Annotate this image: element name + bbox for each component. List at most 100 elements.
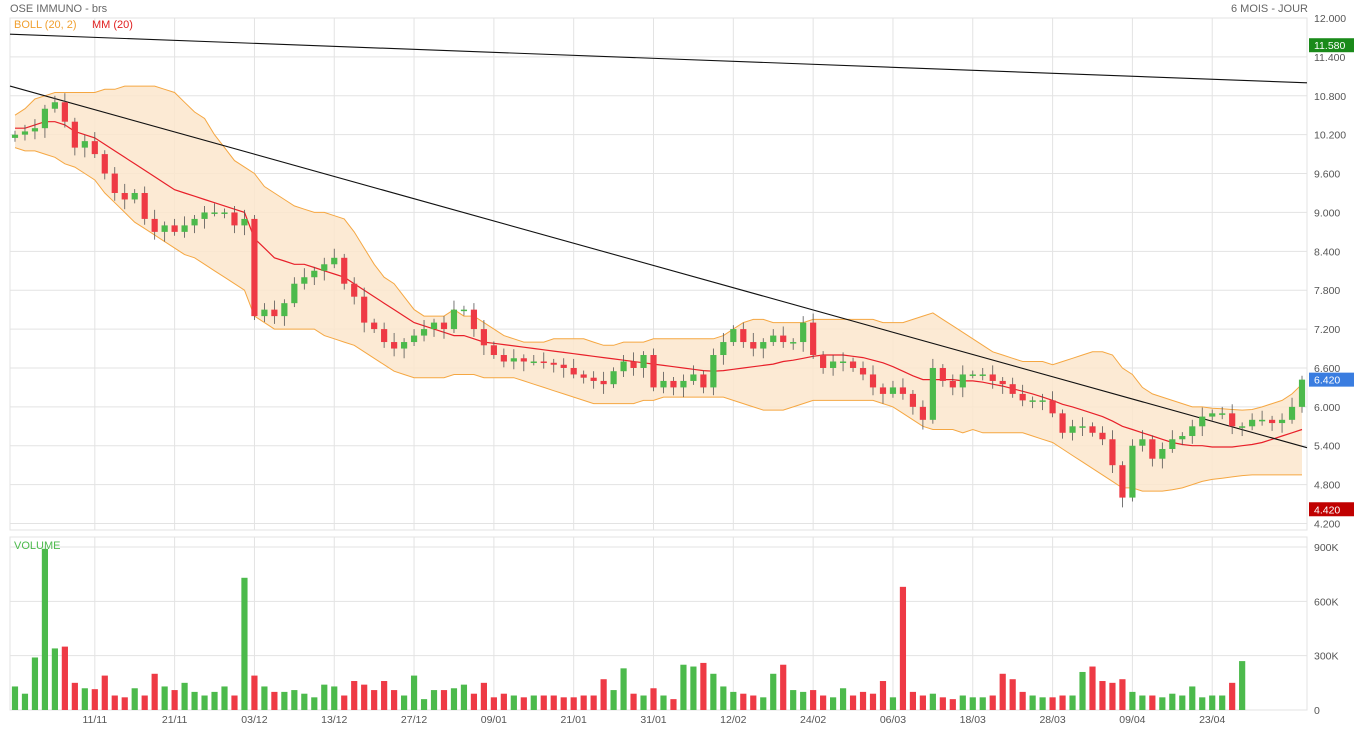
- candle-body: [1149, 439, 1156, 459]
- candle-body: [361, 296, 368, 323]
- volume-bar: [989, 695, 996, 710]
- high-price-badge-bg: [1309, 38, 1354, 53]
- volume-bar: [381, 681, 388, 710]
- date-tick-label: 09/04: [1119, 714, 1145, 726]
- volume-bar: [869, 693, 877, 710]
- date-tick-label: 24/02: [800, 714, 826, 726]
- volume-bar: [1229, 682, 1236, 710]
- date-tick-label: 21/11: [162, 714, 188, 726]
- volume-bar: [460, 684, 468, 710]
- legend-volume[interactable]: VOLUME: [14, 540, 61, 552]
- volume-bar: [1039, 697, 1046, 710]
- low-price-badge-bg: [1309, 502, 1354, 517]
- candle-body: [281, 303, 288, 317]
- candle-body: [949, 380, 956, 388]
- period-label[interactable]: 6 MOIS - JOUR: [1230, 3, 1308, 15]
- volume-bar: [590, 695, 597, 710]
- volume-bar: [261, 686, 268, 710]
- candle-body: [520, 358, 527, 362]
- volume-bar: [540, 695, 547, 710]
- volume-bar: [400, 695, 408, 710]
- volume-bar: [251, 675, 258, 710]
- volume-bar: [909, 691, 917, 710]
- candle-body: [440, 322, 448, 330]
- candle-body: [241, 218, 248, 226]
- candle-body: [810, 322, 817, 356]
- candle-body: [760, 342, 767, 349]
- candle-body: [620, 361, 627, 372]
- candle-body: [510, 358, 517, 362]
- candle-body: [899, 387, 907, 394]
- candle-body: [800, 322, 807, 343]
- candle-body: [301, 277, 308, 284]
- volume-tick-label: 0: [1314, 705, 1320, 717]
- volume-bar: [570, 697, 577, 710]
- price-badges: 11.580 6.420 4.420: [1309, 38, 1354, 517]
- volume-tick-label: 300K: [1314, 651, 1339, 663]
- volume-bar: [899, 586, 907, 710]
- candle-body: [859, 367, 867, 375]
- volume-bar: [550, 695, 557, 710]
- candle-body: [91, 141, 98, 155]
- volume-bar: [161, 686, 168, 710]
- volume-bar: [800, 691, 807, 710]
- volume-bar: [1209, 695, 1216, 710]
- volume-bars: [11, 548, 1246, 710]
- volume-bar: [241, 577, 248, 710]
- price-tick-label: 4.200: [1314, 519, 1340, 531]
- candle-body: [71, 121, 78, 148]
- candle-body: [869, 374, 877, 388]
- trend-lines: [9, 33, 1308, 449]
- candle-body: [1189, 426, 1196, 437]
- date-tick-label: 27/12: [401, 714, 427, 726]
- candle-body: [61, 102, 68, 122]
- candle-body: [710, 355, 717, 388]
- volume-bar: [839, 688, 847, 710]
- candle-body: [1089, 426, 1096, 433]
- date-tick-label: 12/02: [720, 714, 746, 726]
- volume-bar: [670, 699, 677, 710]
- candle-body: [211, 212, 218, 214]
- candle-body: [1298, 379, 1306, 407]
- volume-bar: [311, 697, 318, 710]
- legend-moving-average[interactable]: MM (20): [92, 19, 133, 31]
- volume-bar: [141, 695, 148, 710]
- volume-bar: [500, 693, 507, 710]
- volume-bar: [660, 695, 667, 710]
- candle-body: [81, 141, 88, 148]
- volume-bar: [620, 668, 627, 710]
- volume-bar: [999, 673, 1006, 710]
- bollinger-bands: [14, 85, 1303, 492]
- volume-bar: [510, 695, 517, 710]
- volume-bar: [291, 690, 298, 710]
- volume-bar: [1119, 679, 1126, 710]
- legend-bollinger[interactable]: BOLL (20, 2): [14, 19, 77, 31]
- volume-bar: [1159, 697, 1166, 710]
- volume-bar: [969, 697, 976, 710]
- candle-body: [1109, 439, 1116, 466]
- candle-body: [939, 367, 946, 381]
- candle-body: [201, 212, 208, 219]
- price-tick-label: 9.000: [1314, 207, 1340, 219]
- candle-body: [111, 173, 118, 193]
- candle-body: [101, 154, 108, 174]
- volume-bar: [820, 695, 827, 710]
- candle-body: [690, 374, 697, 381]
- candle-body: [231, 212, 238, 226]
- candle-body: [311, 270, 318, 278]
- volume-bar: [191, 691, 198, 710]
- candle-body: [500, 355, 507, 362]
- candle-body: [570, 367, 577, 375]
- volume-bar: [710, 673, 717, 710]
- volume-bar: [1089, 666, 1096, 710]
- volume-bar: [171, 690, 178, 710]
- candle-body: [680, 380, 687, 388]
- candle-body: [41, 108, 49, 129]
- candle-body: [131, 192, 138, 200]
- date-tick-label: 06/03: [880, 714, 906, 726]
- candle-body: [1039, 400, 1046, 402]
- volume-bar: [490, 697, 497, 710]
- candle-body: [490, 345, 497, 356]
- price-tick-label: 9.600: [1314, 169, 1340, 181]
